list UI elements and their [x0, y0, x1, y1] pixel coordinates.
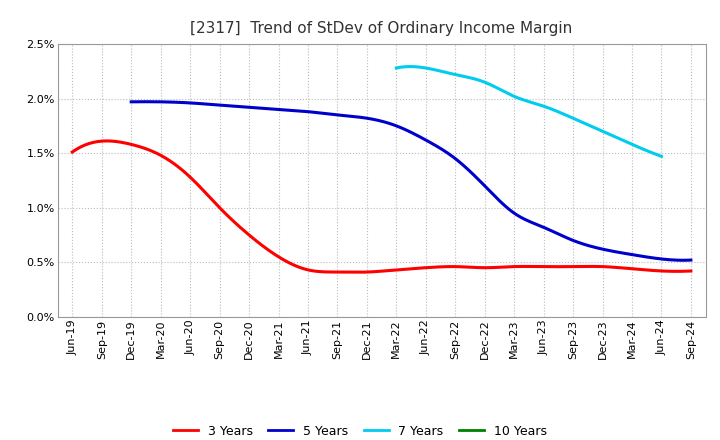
5 Years: [142, 99, 150, 104]
7 Years: [550, 107, 559, 113]
5 Years: [462, 165, 471, 171]
5 Years: [127, 99, 135, 104]
5 Years: [600, 247, 609, 252]
7 Years: [616, 137, 625, 142]
3 Years: [441, 264, 449, 269]
3 Years: [351, 270, 360, 275]
Line: 7 Years: 7 Years: [396, 66, 662, 156]
Line: 5 Years: 5 Years: [131, 102, 691, 260]
5 Years: [636, 253, 644, 259]
7 Years: [405, 64, 414, 69]
3 Years: [70, 148, 78, 153]
5 Years: [460, 164, 469, 169]
5 Years: [687, 257, 696, 263]
7 Years: [633, 144, 642, 150]
3 Years: [593, 264, 602, 269]
3 Years: [68, 150, 76, 155]
5 Years: [129, 99, 138, 104]
3 Years: [451, 264, 459, 269]
3 Years: [633, 267, 642, 272]
7 Years: [393, 65, 402, 70]
7 Years: [555, 110, 564, 115]
7 Years: [657, 154, 666, 159]
5 Years: [472, 174, 480, 180]
7 Years: [392, 66, 400, 71]
3 Years: [687, 268, 696, 274]
3 Years: [438, 264, 447, 269]
5 Years: [679, 258, 688, 263]
Line: 3 Years: 3 Years: [72, 141, 691, 272]
7 Years: [551, 108, 559, 113]
Title: [2317]  Trend of StDev of Ordinary Income Margin: [2317] Trend of StDev of Ordinary Income…: [191, 21, 572, 36]
3 Years: [103, 138, 112, 143]
Legend: 3 Years, 5 Years, 7 Years, 10 Years: 3 Years, 5 Years, 7 Years, 10 Years: [168, 420, 552, 440]
